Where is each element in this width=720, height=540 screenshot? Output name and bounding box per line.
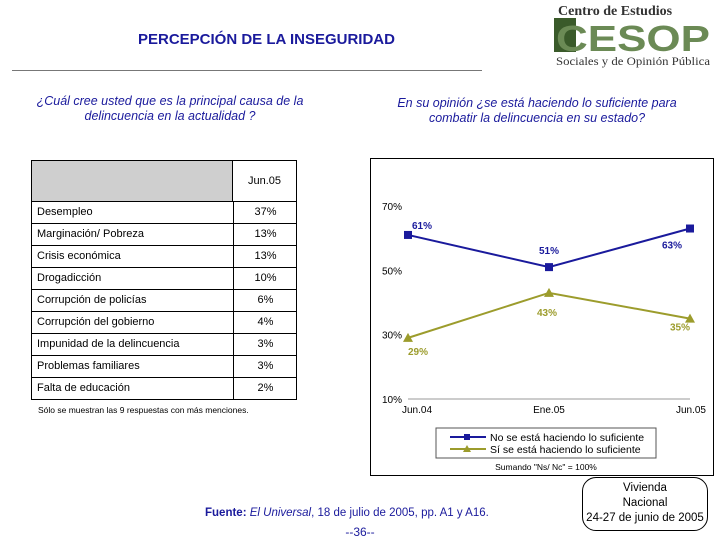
page-number: --36-- (345, 525, 375, 539)
data-point (685, 313, 695, 323)
table-row: Drogadicción 10% (32, 268, 296, 290)
table-row: Corrupción del gobierno 4% (32, 312, 296, 334)
cesop-logo: Centro de Estudios CESOP Sociales y de O… (554, 4, 711, 68)
methodology-box: Vivienda Nacional 24-27 de junio de 2005 (582, 477, 708, 531)
table-row: Falta de educación 2% (32, 378, 296, 399)
table-row: Problemas familiares 3% (32, 356, 296, 378)
table-header-blank (32, 161, 233, 202)
table-note: Sólo se muestran las 9 respuestas con má… (38, 405, 249, 415)
row-label: Crisis económica (37, 250, 121, 262)
row-value: 6% (233, 290, 297, 311)
row-value: 10% (233, 268, 297, 289)
row-label: Desempleo (37, 206, 93, 218)
row-label: Impunidad de la delincuencia (37, 338, 180, 350)
data-point (544, 287, 554, 297)
logo-bottom-text: Sociales y de Opinión Pública (556, 54, 711, 68)
source-label: Fuente: (205, 507, 247, 519)
cause-table: Jun.05 Desempleo 37% Marginación/ Pobrez… (31, 160, 297, 400)
row-value: 2% (233, 378, 297, 399)
table-header-date-cell: Jun.05 (233, 161, 296, 202)
row-label: Marginación/ Pobreza (37, 228, 145, 240)
legend-label: No se está haciendo lo suficiente (490, 432, 644, 444)
y-tick-label: 70% (382, 202, 402, 213)
table-row: Marginación/ Pobreza 13% (32, 224, 296, 246)
table-row: Impunidad de la delincuencia 3% (32, 334, 296, 356)
source-publication: El Universal (249, 507, 312, 519)
row-label: Corrupción del gobierno (37, 316, 155, 328)
x-tick-label: Jun.04 (402, 405, 432, 416)
row-value: 4% (233, 312, 297, 333)
data-label: 43% (537, 308, 557, 319)
row-label: Falta de educación (37, 382, 130, 394)
table-header: Jun.05 (32, 161, 296, 202)
chart-frame (370, 158, 714, 476)
data-label: 63% (662, 241, 682, 252)
table-row: Crisis económica 13% (32, 246, 296, 268)
row-label: Corrupción de policías (37, 294, 147, 306)
data-point (686, 224, 694, 233)
row-value: 3% (233, 356, 297, 377)
chart-footnote: Sumando "Ns/ Nc" = 100% (495, 462, 597, 472)
method-line: Vivienda (623, 482, 667, 494)
row-label: Drogadicción (37, 272, 102, 284)
source-citation: Fuente: El Universal, 18 de julio de 200… (205, 507, 489, 519)
y-tick-label: 50% (382, 266, 402, 277)
data-label: 61% (412, 221, 432, 232)
page-title: PERCEPCIÓN DE LA INSEGURIDAD (138, 31, 395, 48)
logo-mark-text: CESOP (556, 18, 710, 59)
legend-label: Sí se está haciendo lo suficiente (490, 444, 641, 456)
y-tick-label: 10% (382, 395, 402, 406)
table-header-date: Jun.05 (247, 175, 282, 187)
legend-marker (464, 434, 470, 440)
source-details: , 18 de julio de 2005, pp. A1 y A16. (311, 507, 489, 519)
title-divider (12, 70, 482, 71)
row-value: 37% (233, 202, 297, 223)
method-line: Nacional (622, 497, 668, 509)
row-value: 13% (233, 246, 297, 267)
method-line: 24-27 de junio de 2005 (586, 512, 704, 524)
row-label: Problemas familiares (37, 360, 140, 372)
x-tick-label: Ene.05 (533, 405, 565, 416)
data-point (545, 263, 553, 272)
y-tick-label: 30% (382, 331, 402, 342)
data-label: 35% (670, 323, 690, 334)
cause-question: ¿Cuál cree usted que es la principal cau… (36, 94, 304, 123)
logo-block (554, 18, 576, 52)
row-value: 3% (233, 334, 297, 355)
effort-line-chart: 10% 30% 50% 70% Jun.04 Ene.05 Jun.05 61% 51% 63% 2… (382, 202, 706, 472)
logo-top-text: Centro de Estudios (558, 4, 673, 19)
data-point (403, 332, 413, 342)
table-row: Desempleo 37% (32, 202, 296, 224)
row-value: 13% (233, 224, 297, 245)
table-row: Corrupción de policías 6% (32, 290, 296, 312)
legend-marker (463, 445, 471, 452)
data-point (404, 230, 412, 239)
x-tick-label: Jun.05 (676, 405, 706, 416)
data-label: 29% (408, 347, 428, 358)
data-label: 51% (539, 246, 559, 257)
legend-box (435, 427, 657, 459)
effort-question: En su opinión ¿se está haciendo lo sufic… (397, 96, 677, 125)
